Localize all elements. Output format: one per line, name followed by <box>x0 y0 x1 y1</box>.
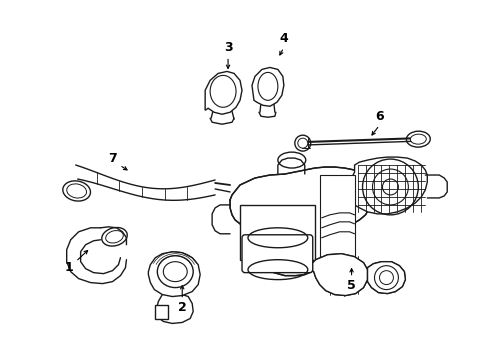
Ellipse shape <box>67 184 86 198</box>
Text: 1: 1 <box>64 261 73 274</box>
Polygon shape <box>148 252 200 297</box>
Text: 4: 4 <box>279 32 287 45</box>
Text: 7: 7 <box>108 152 117 165</box>
Text: 3: 3 <box>224 41 232 54</box>
Text: 2: 2 <box>178 301 186 314</box>
FancyBboxPatch shape <box>242 235 312 273</box>
Polygon shape <box>155 305 168 319</box>
Polygon shape <box>205 71 242 114</box>
Polygon shape <box>349 157 427 214</box>
Ellipse shape <box>105 230 123 243</box>
Ellipse shape <box>379 271 393 285</box>
Polygon shape <box>229 167 372 276</box>
Polygon shape <box>240 205 314 260</box>
Polygon shape <box>251 67 283 106</box>
Text: 5: 5 <box>346 279 355 292</box>
Polygon shape <box>307 254 367 296</box>
Polygon shape <box>319 175 354 265</box>
Text: 6: 6 <box>374 110 383 123</box>
Ellipse shape <box>163 262 187 282</box>
Ellipse shape <box>409 134 426 144</box>
Polygon shape <box>367 262 405 293</box>
Ellipse shape <box>297 138 307 148</box>
